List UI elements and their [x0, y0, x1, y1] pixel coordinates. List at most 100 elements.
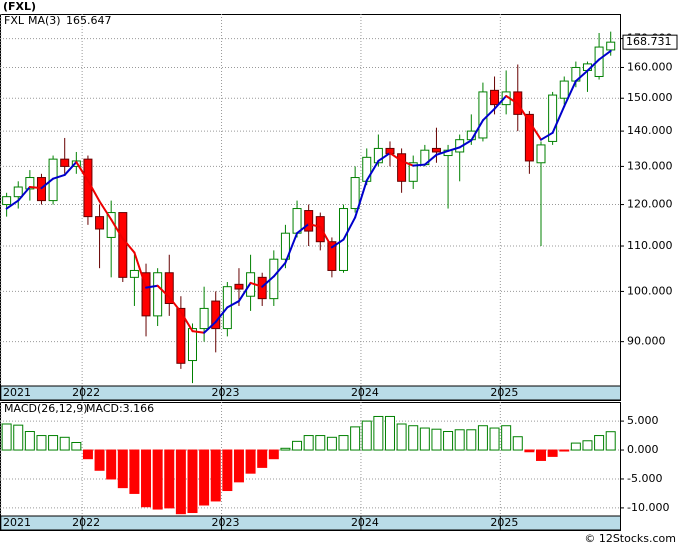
- x-tick-label: 2024: [351, 386, 379, 399]
- ma-line: [52, 173, 66, 180]
- bar: [245, 449, 256, 474]
- x-tick-label: 2023: [212, 516, 240, 529]
- ma-line: [214, 306, 229, 323]
- ma-line: [191, 330, 206, 334]
- y-tick-label: 90.000: [627, 335, 666, 348]
- x-tick-label: 2024: [351, 516, 379, 529]
- ma-line: [121, 237, 136, 254]
- candle-body: [548, 94, 558, 142]
- candle-body: [187, 328, 197, 362]
- bar: [384, 415, 395, 451]
- ma-line: [319, 225, 333, 249]
- candle-body: [594, 46, 604, 77]
- bar: [315, 435, 326, 451]
- bar: [106, 449, 117, 480]
- bar: [117, 449, 128, 489]
- ma-line: [505, 95, 519, 105]
- bar: [187, 449, 198, 514]
- y-tick-label: 0.000: [627, 443, 659, 456]
- ma-line: [86, 179, 101, 203]
- legend-ma: MA(3): [28, 14, 61, 27]
- bar: [175, 449, 186, 515]
- candle-body: [95, 216, 105, 230]
- bar: [454, 429, 465, 451]
- bar: [71, 442, 82, 451]
- legend-title: MACD(26,12,9): [4, 402, 88, 415]
- candle-body: [257, 276, 267, 300]
- candle-body: [490, 89, 500, 106]
- ma-line: [388, 152, 403, 162]
- candle-body: [83, 158, 93, 218]
- candle-body: [431, 147, 441, 153]
- bar: [582, 440, 593, 451]
- candle-body: [2, 196, 12, 206]
- candle-body: [350, 177, 360, 210]
- ma-line: [458, 139, 473, 149]
- ma-line: [481, 107, 496, 122]
- candle-body: [118, 212, 128, 278]
- bar: [408, 425, 419, 451]
- ma-line: [365, 159, 380, 182]
- legend-symbol: FXL: [4, 14, 25, 27]
- bar: [373, 415, 384, 451]
- bar: [303, 435, 314, 451]
- bar: [431, 428, 442, 451]
- bar: [396, 423, 407, 451]
- ma-line: [307, 223, 322, 228]
- bar: [477, 425, 488, 451]
- y-tick-label: 100.000: [627, 284, 673, 297]
- ma-line: [470, 119, 484, 142]
- y-tick-label: 150.000: [627, 91, 673, 104]
- bar: [350, 426, 361, 451]
- candle-body: [153, 272, 163, 317]
- ma-line: [423, 153, 438, 166]
- ma-line: [5, 199, 20, 210]
- bar: [547, 449, 558, 457]
- x-tick-label: 2022: [72, 386, 100, 399]
- bar: [222, 449, 233, 492]
- candle-body: [25, 177, 35, 190]
- ma-line: [540, 131, 554, 141]
- y-tick-label: -5.000: [627, 472, 662, 485]
- ma-line: [528, 120, 543, 141]
- candle-body: [478, 91, 488, 139]
- ma-line: [203, 320, 217, 334]
- bar: [536, 449, 547, 461]
- legend-value: MACD:3.166: [86, 402, 154, 415]
- bar: [210, 449, 221, 502]
- candle-body: [141, 272, 151, 317]
- price-tag: [622, 34, 678, 50]
- candle-body: [559, 80, 569, 99]
- ma-line: [168, 296, 182, 313]
- y-tick-label: -10.000: [627, 501, 669, 514]
- ma-line: [284, 232, 299, 264]
- ma-line: [28, 186, 43, 190]
- ma-line: [249, 281, 264, 288]
- ma-line: [435, 149, 450, 156]
- bar: [419, 427, 430, 451]
- price-tag-label: 168.731: [626, 35, 672, 48]
- candle-body: [199, 307, 209, 330]
- y-tick-label: 120.000: [627, 198, 673, 211]
- bar: [59, 436, 70, 451]
- x-tick-label: 2021: [3, 386, 31, 399]
- footer: © 12Stocks.com: [584, 532, 676, 545]
- bar: [257, 449, 268, 468]
- bar: [594, 435, 605, 451]
- candle-body: [292, 208, 302, 234]
- bar: [326, 436, 337, 451]
- chart-title: (FXL): [3, 0, 36, 13]
- bar: [268, 449, 279, 460]
- ma-line: [272, 261, 287, 278]
- bar: [24, 431, 35, 451]
- bar: [338, 435, 349, 451]
- bar: [559, 449, 570, 452]
- candle-body: [280, 232, 290, 260]
- ma-line: [354, 179, 368, 219]
- ma-line: [179, 310, 194, 333]
- bar: [82, 449, 93, 460]
- bar: [489, 427, 500, 451]
- x-tick-label: 2022: [72, 516, 100, 529]
- ma-line: [156, 284, 171, 299]
